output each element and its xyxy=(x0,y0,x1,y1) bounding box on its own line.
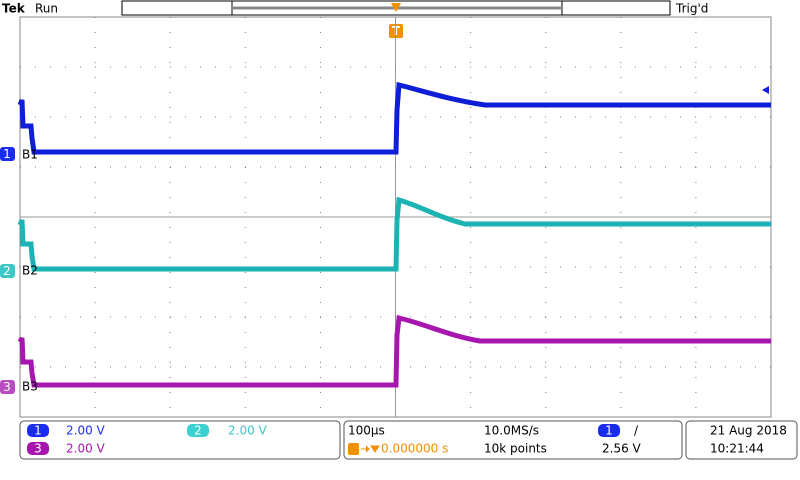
run-status: Run xyxy=(35,2,58,16)
timebase: 100µs xyxy=(348,424,385,438)
channel-number: 1 xyxy=(34,424,42,438)
channel-badge xyxy=(27,424,49,437)
channel-readout-panel xyxy=(19,420,341,460)
channel-marker-box xyxy=(0,264,15,278)
trigger-position: 0.000000 s xyxy=(381,442,448,456)
trigger-source: 1 xyxy=(605,424,613,438)
trigger-icon xyxy=(348,443,359,455)
brand: Tek xyxy=(2,2,26,16)
trace-label: B2 xyxy=(22,264,38,278)
acquisition-panel xyxy=(343,420,683,460)
channel-marker: 2 xyxy=(3,264,11,278)
trigger-source-badge xyxy=(598,424,620,437)
channel-marker-box xyxy=(0,147,15,161)
trigger-level: 2.56 V xyxy=(602,442,642,456)
trigger-offset-icon xyxy=(361,445,380,453)
date: 21 Aug 2018 xyxy=(710,424,787,438)
trigger-slope: / xyxy=(634,424,639,438)
channel-scale: 2.00 V xyxy=(66,424,106,438)
trace-label: B1 xyxy=(22,148,38,162)
trace-channel-3 xyxy=(17,314,771,388)
time: 10:21:44 xyxy=(710,442,764,456)
sample-rate: 10.0MS/s xyxy=(484,424,539,438)
channel-badge xyxy=(27,442,49,455)
trigger-position-arrow xyxy=(391,3,401,12)
datetime-panel xyxy=(685,420,798,460)
record-length: 10k points xyxy=(484,442,547,456)
trigger-level-marker xyxy=(762,86,769,94)
channel-badge xyxy=(187,424,209,437)
trigger-status: Trig'd xyxy=(675,2,708,16)
channel-scale: 2.00 V xyxy=(228,424,268,438)
channel-number: 3 xyxy=(34,442,42,456)
trigger-marker: T xyxy=(392,24,401,38)
channel-marker-box xyxy=(0,380,15,394)
channel-marker: 1 xyxy=(3,147,11,161)
channel-marker: 3 xyxy=(3,380,11,394)
channel-scale: 2.00 V xyxy=(66,442,106,456)
trace-channel-1 xyxy=(17,81,771,155)
trace-channel-2 xyxy=(17,196,771,272)
trace-label: B3 xyxy=(22,380,38,394)
channel-number: 2 xyxy=(194,424,202,438)
